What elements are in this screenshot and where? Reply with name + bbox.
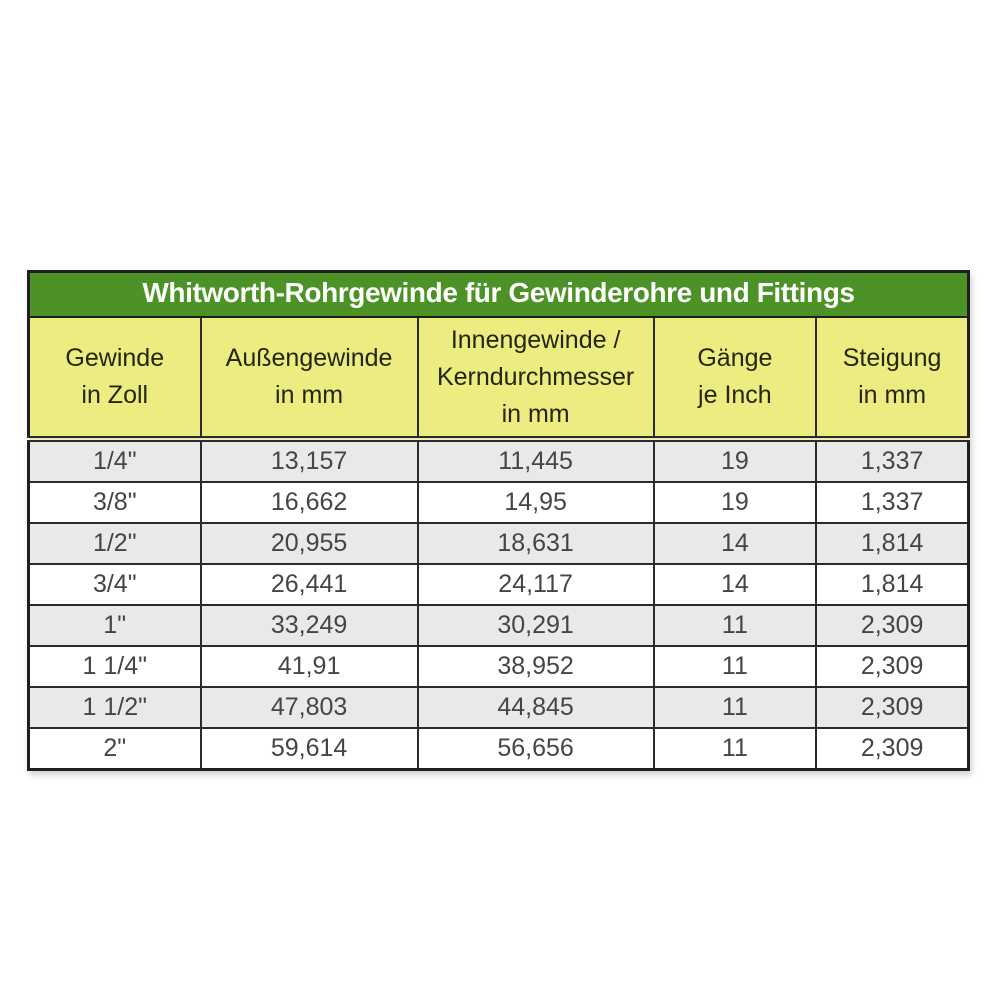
table-row: 3/4" 26,441 24,117 14 1,814 bbox=[27, 563, 970, 606]
cell-aussengewinde-in-mm: 16,662 bbox=[199, 481, 419, 524]
table-row: 1/2" 20,955 18,631 14 1,814 bbox=[27, 522, 970, 565]
cell-innengewinde-kerndurchmesser-in-mm: 18,631 bbox=[416, 522, 655, 565]
cell-innengewinde-kerndurchmesser-in-mm: 38,952 bbox=[416, 645, 655, 688]
cell-gaenge-je-inch: 11 bbox=[652, 604, 818, 647]
cell-innengewinde-kerndurchmesser-in-mm: 11,445 bbox=[416, 438, 655, 483]
cell-innengewinde-kerndurchmesser-in-mm: 44,845 bbox=[416, 686, 655, 729]
cell-innengewinde-kerndurchmesser-in-mm: 56,656 bbox=[416, 727, 655, 771]
cell-steigung-in-mm: 1,814 bbox=[815, 522, 970, 565]
cell-aussengewinde-in-mm: 41,91 bbox=[199, 645, 419, 688]
cell-gaenge-je-inch: 14 bbox=[652, 563, 818, 606]
table-title: Whitworth-Rohrgewinde für Gewinderohre u… bbox=[27, 270, 970, 318]
column-header-gaenge-je-inch: Gänge je Inch bbox=[652, 316, 818, 442]
cell-aussengewinde-in-mm: 59,614 bbox=[199, 727, 419, 771]
cell-steigung-in-mm: 2,309 bbox=[815, 604, 970, 647]
cell-gewinde-in-zoll: 3/4" bbox=[27, 563, 202, 606]
cell-gaenge-je-inch: 11 bbox=[652, 686, 818, 729]
cell-aussengewinde-in-mm: 47,803 bbox=[199, 686, 419, 729]
table-body: 1/4" 13,157 11,445 19 1,337 3/8" 16,662 14,95 19… bbox=[27, 438, 970, 771]
whitworth-thread-table: Whitworth-Rohrgewinde für Gewinderohre u… bbox=[27, 270, 970, 771]
cell-gewinde-in-zoll: 1 1/2" bbox=[27, 686, 202, 729]
cell-gewinde-in-zoll: 1/4" bbox=[27, 438, 202, 483]
cell-steigung-in-mm: 1,814 bbox=[815, 563, 970, 606]
cell-aussengewinde-in-mm: 20,955 bbox=[199, 522, 419, 565]
cell-aussengewinde-in-mm: 13,157 bbox=[199, 438, 419, 483]
table-row: 3/8" 16,662 14,95 19 1,337 bbox=[27, 481, 970, 524]
column-header-gewinde-in-zoll: Gewinde in Zoll bbox=[27, 316, 202, 442]
cell-gewinde-in-zoll: 3/8" bbox=[27, 481, 202, 524]
table-row: 1" 33,249 30,291 11 2,309 bbox=[27, 604, 970, 647]
cell-gewinde-in-zoll: 1" bbox=[27, 604, 202, 647]
column-header-innengewinde-kerndurchmesser-in-mm: Innengewinde / Kerndurchmesser in mm bbox=[416, 316, 655, 442]
cell-gaenge-je-inch: 11 bbox=[652, 727, 818, 771]
table-row: 2" 59,614 56,656 11 2,309 bbox=[27, 727, 970, 771]
column-header-row: Gewinde in Zoll Außengewinde in mm Innengewi… bbox=[27, 316, 970, 442]
cell-gaenge-je-inch: 11 bbox=[652, 645, 818, 688]
cell-gewinde-in-zoll: 2" bbox=[27, 727, 202, 771]
cell-steigung-in-mm: 2,309 bbox=[815, 686, 970, 729]
table-title-row: Whitworth-Rohrgewinde für Gewinderohre u… bbox=[27, 270, 970, 318]
cell-gewinde-in-zoll: 1/2" bbox=[27, 522, 202, 565]
thread-table-container: Whitworth-Rohrgewinde für Gewinderohre u… bbox=[27, 270, 970, 771]
cell-gaenge-je-inch: 14 bbox=[652, 522, 818, 565]
cell-innengewinde-kerndurchmesser-in-mm: 14,95 bbox=[416, 481, 655, 524]
cell-gaenge-je-inch: 19 bbox=[652, 438, 818, 483]
table-row: 1 1/4" 41,91 38,952 11 2,309 bbox=[27, 645, 970, 688]
cell-steigung-in-mm: 2,309 bbox=[815, 645, 970, 688]
cell-gaenge-je-inch: 19 bbox=[652, 481, 818, 524]
cell-aussengewinde-in-mm: 26,441 bbox=[199, 563, 419, 606]
cell-aussengewinde-in-mm: 33,249 bbox=[199, 604, 419, 647]
cell-steigung-in-mm: 1,337 bbox=[815, 481, 970, 524]
table-row: 1 1/2" 47,803 44,845 11 2,309 bbox=[27, 686, 970, 729]
column-header-steigung-in-mm: Steigung in mm bbox=[815, 316, 970, 442]
cell-gewinde-in-zoll: 1 1/4" bbox=[27, 645, 202, 688]
table-row: 1/4" 13,157 11,445 19 1,337 bbox=[27, 438, 970, 483]
cell-innengewinde-kerndurchmesser-in-mm: 24,117 bbox=[416, 563, 655, 606]
cell-steigung-in-mm: 2,309 bbox=[815, 727, 970, 771]
cell-steigung-in-mm: 1,337 bbox=[815, 438, 970, 483]
column-header-aussengewinde-in-mm: Außengewinde in mm bbox=[199, 316, 419, 442]
cell-innengewinde-kerndurchmesser-in-mm: 30,291 bbox=[416, 604, 655, 647]
